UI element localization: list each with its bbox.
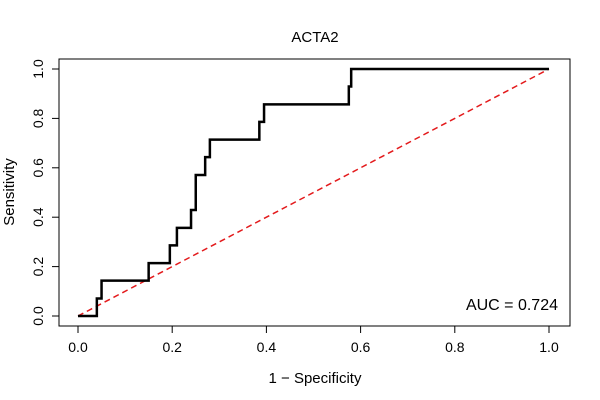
x-tick-label: 0.2 [162,339,182,355]
roc-curve [78,67,549,318]
y-tick-label: 0.6 [30,158,46,178]
y-axis-label: Sensitivity [1,158,18,226]
y-tick-label: 0.2 [30,257,46,277]
series-layer [77,67,550,318]
x-tick-label: 0.0 [68,339,88,355]
chart-title: ACTA2 [291,29,338,46]
reference-diagonal-line [77,68,550,317]
x-tick-label: 1.0 [539,339,559,355]
x-tick-label: 0.8 [445,339,465,355]
y-tick-label: 0.0 [30,306,46,326]
x-tick-label: 0.6 [351,339,371,355]
x-tick-label: 0.4 [257,339,277,355]
y-tick-label: 1.0 [30,59,46,79]
x-axis-label: 1 − Specificity [269,370,362,387]
y-axis: 0.0 0.2 0.4 0.6 0.8 1.0 [30,59,60,326]
y-tick-label: 0.8 [30,108,46,128]
x-axis: 0.0 0.2 0.4 0.6 0.8 1.0 [68,325,559,355]
auc-annotation: AUC = 0.724 [466,297,558,314]
y-tick-label: 0.4 [30,207,46,227]
